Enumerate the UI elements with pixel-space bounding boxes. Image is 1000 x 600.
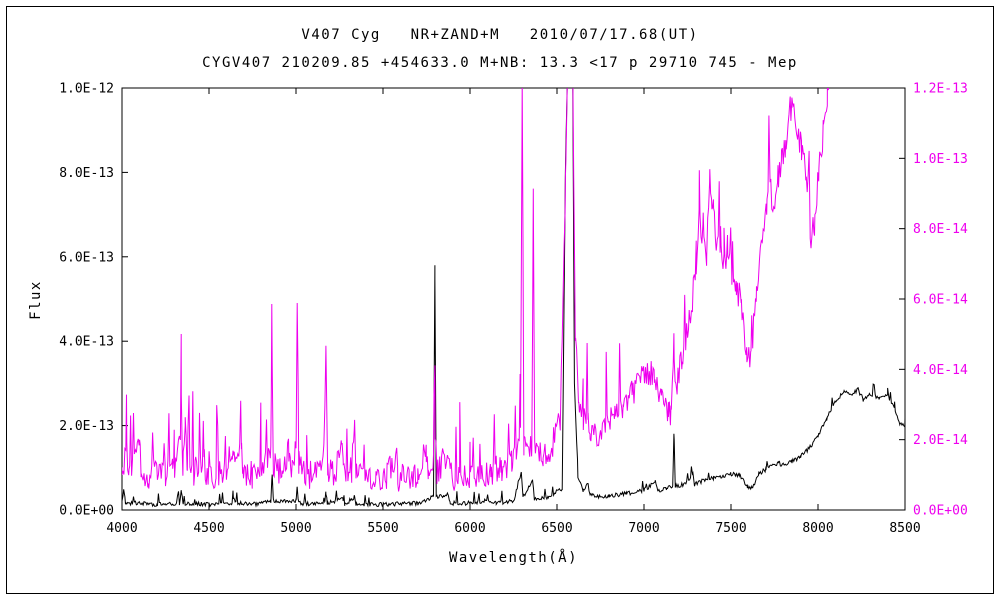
chart-title: V407 Cyg NR+ZAND+M 2010/07/17.68(UT) bbox=[301, 27, 699, 43]
y-axis-label: Flux bbox=[28, 280, 44, 320]
y-left-tick-label: 8.0E-13 bbox=[59, 166, 114, 181]
y-left-tick-label: 2.0E-13 bbox=[59, 419, 114, 434]
y-right-tick-label: 2.0E-14 bbox=[913, 433, 968, 448]
x-tick-label: 8000 bbox=[802, 521, 833, 536]
x-tick-label: 4000 bbox=[106, 521, 137, 536]
x-tick-label: 4500 bbox=[193, 521, 224, 536]
x-tick-label: 7500 bbox=[715, 521, 746, 536]
x-tick-label: 6500 bbox=[541, 521, 572, 536]
spectra-layer bbox=[122, 88, 905, 508]
y-left-tick-label: 0.0E+00 bbox=[59, 504, 114, 519]
x-axis-label: Wavelength(Å) bbox=[448, 550, 579, 566]
x-tick-label: 5500 bbox=[367, 521, 398, 536]
y-right-tick-label: 6.0E-14 bbox=[913, 293, 968, 308]
y-right-tick-label: 1.0E-13 bbox=[913, 152, 968, 167]
y-right-tick-label: 4.0E-14 bbox=[913, 363, 968, 378]
x-tick-label: 5000 bbox=[280, 521, 311, 536]
spectrum-magenta-right-scale bbox=[122, 88, 829, 492]
y-left-tick-label: 1.0E-12 bbox=[59, 82, 114, 97]
x-tick-label: 8500 bbox=[889, 521, 920, 536]
y-right-tick-label: 1.2E-13 bbox=[913, 82, 968, 97]
chart-subtitle: CYGV407 210209.85 +454633.0 M+NB: 13.3 <… bbox=[202, 55, 798, 71]
y-right-tick-label: 8.0E-14 bbox=[913, 222, 968, 237]
y-left-tick-label: 6.0E-13 bbox=[59, 250, 114, 265]
axes-layer: 4000 4500 5000 5500 6000 6500 7000 7500 8000 8500… bbox=[59, 82, 968, 537]
image-border bbox=[6, 6, 994, 594]
x-tick-label: 6000 bbox=[454, 521, 485, 536]
spectrum-black-left-scale bbox=[122, 88, 905, 508]
y-left-tick-label: 4.0E-13 bbox=[59, 335, 114, 350]
x-tick-label: 7000 bbox=[628, 521, 659, 536]
y-right-tick-label: 0.0E+00 bbox=[913, 504, 968, 519]
